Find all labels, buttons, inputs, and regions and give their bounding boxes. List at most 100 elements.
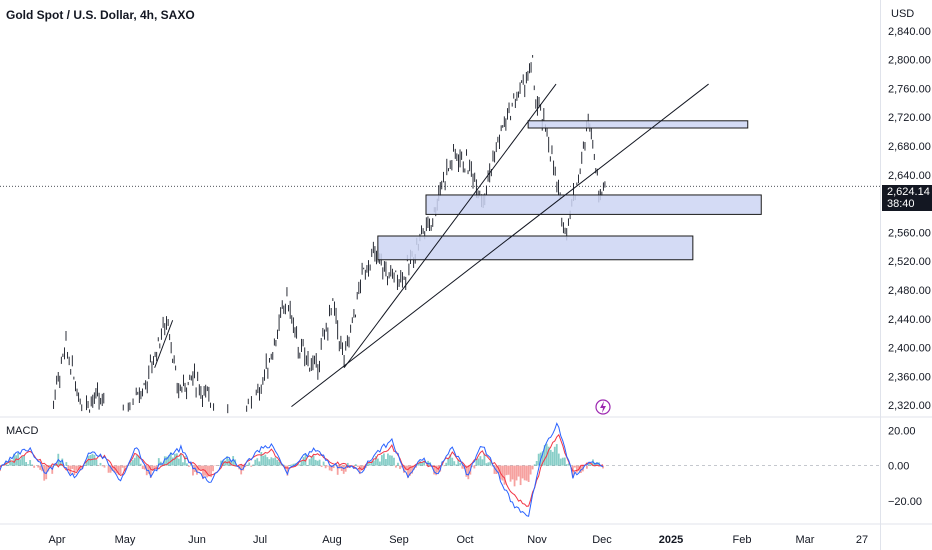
- macd-axis[interactable]: 20.00 0.00 −20.00: [888, 425, 922, 508]
- histogram-bar: [11, 461, 13, 466]
- time-axis[interactable]: Apr May Jun Jul Aug Sep Oct Nov Dec 2025 Feb Mar 27: [0, 523, 932, 546]
- histogram-bar: [206, 465, 208, 478]
- histogram-bar: [55, 464, 58, 466]
- histogram-bar: [541, 451, 544, 466]
- histogram-bar: [107, 465, 110, 473]
- trendline[interactable]: [343, 83, 557, 369]
- histogram-bar: [559, 458, 562, 466]
- time-tick-label: Jul: [253, 534, 267, 546]
- histogram-bar: [202, 465, 204, 480]
- histogram-bar: [461, 465, 464, 469]
- histogram-bar: [471, 465, 474, 467]
- price-tick-label: 2,640.00: [888, 170, 931, 182]
- histogram-bar: [479, 456, 482, 466]
- histogram-bar: [278, 461, 281, 466]
- trendline[interactable]: [154, 320, 174, 368]
- histogram-bar: [308, 459, 311, 466]
- histogram-bar: [184, 456, 186, 466]
- histogram-bar: [447, 458, 450, 466]
- histogram-bar: [266, 457, 269, 466]
- histogram-bar: [328, 465, 331, 471]
- trendline[interactable]: [291, 83, 709, 408]
- histogram-bar: [127, 464, 130, 466]
- support-resistance-zone[interactable]: [527, 120, 749, 129]
- macd-histogram: [0, 443, 604, 487]
- histogram-bar: [467, 465, 470, 480]
- histogram-bar: [252, 464, 255, 466]
- histogram-bar: [407, 465, 409, 478]
- histogram-bar: [260, 452, 263, 466]
- histogram-bar: [250, 465, 253, 467]
- histogram-bar: [149, 465, 152, 478]
- histogram-bar: [129, 462, 132, 466]
- histogram-bar: [31, 464, 34, 466]
- histogram-bar: [483, 453, 486, 466]
- histogram-bar: [310, 457, 313, 466]
- histogram-bar: [210, 465, 212, 478]
- histogram-bar: [344, 465, 347, 472]
- histogram-bar: [391, 455, 393, 466]
- macd-pane[interactable]: [0, 422, 880, 517]
- histogram-bar: [354, 464, 357, 466]
- histogram-bar: [21, 456, 24, 466]
- histogram-bar: [99, 462, 102, 466]
- histogram-bar: [230, 460, 233, 466]
- histogram-bar: [336, 465, 339, 475]
- histogram-bar: [393, 457, 395, 466]
- histogram-bar: [431, 465, 434, 467]
- histogram-bar: [115, 465, 118, 474]
- time-tick-label: Oct: [456, 534, 473, 546]
- histogram-bar: [77, 465, 80, 471]
- histogram-bar: [503, 465, 506, 485]
- price-pane[interactable]: [0, 55, 932, 418]
- histogram-bar: [103, 465, 106, 468]
- histogram-bar: [220, 460, 222, 466]
- histogram-bar: [481, 459, 484, 466]
- histogram-bar: [254, 459, 257, 466]
- histogram-bar: [188, 465, 190, 467]
- histogram-bar: [537, 453, 540, 466]
- histogram-bar: [147, 465, 150, 474]
- support-resistance-zone[interactable]: [425, 194, 762, 215]
- macd-tick-label: −20.00: [888, 496, 922, 508]
- histogram-bar: [523, 465, 526, 481]
- histogram-bar: [47, 465, 50, 472]
- time-tick-label: Mar: [796, 534, 815, 546]
- histogram-bar: [258, 461, 261, 466]
- support-resistance-zone[interactable]: [377, 235, 694, 261]
- drawing-overlays[interactable]: [154, 83, 762, 415]
- histogram-bar: [208, 465, 210, 477]
- histogram-bar: [71, 465, 74, 469]
- histogram-bar: [505, 465, 508, 476]
- histogram-bar: [332, 465, 335, 469]
- macd-line: [0, 422, 604, 517]
- histogram-bar: [75, 465, 78, 471]
- histogram-bar: [111, 465, 114, 471]
- time-tick-label: Apr: [48, 534, 65, 546]
- lightning-icon-bolt: [600, 401, 606, 413]
- lightning-icon[interactable]: [595, 399, 611, 415]
- histogram-bar: [312, 455, 315, 466]
- time-tick-label: Feb: [733, 534, 752, 546]
- histogram-bar: [509, 465, 512, 482]
- last-price-tag: 2,624.14 38:40: [882, 185, 932, 211]
- time-tick-label: Aug: [322, 534, 342, 546]
- price-tick-label: 2,520.00: [888, 256, 931, 268]
- histogram-bar: [527, 465, 530, 483]
- histogram-bar: [372, 460, 375, 466]
- histogram-bar: [131, 460, 134, 466]
- histogram-bar: [139, 463, 142, 466]
- histogram-bar: [244, 465, 247, 468]
- price-tick-label: 2,400.00: [888, 343, 931, 355]
- price-tick-label: 2,720.00: [888, 112, 931, 124]
- histogram-bar: [135, 455, 138, 466]
- histogram-bar: [85, 461, 88, 466]
- indicator-label[interactable]: MACD: [6, 425, 39, 437]
- histogram-bar: [451, 457, 454, 466]
- histogram-bar: [459, 462, 462, 466]
- histogram-bar: [264, 454, 267, 466]
- histogram-bar: [123, 465, 126, 471]
- histogram-bar: [362, 465, 365, 469]
- histogram-bar: [163, 456, 166, 466]
